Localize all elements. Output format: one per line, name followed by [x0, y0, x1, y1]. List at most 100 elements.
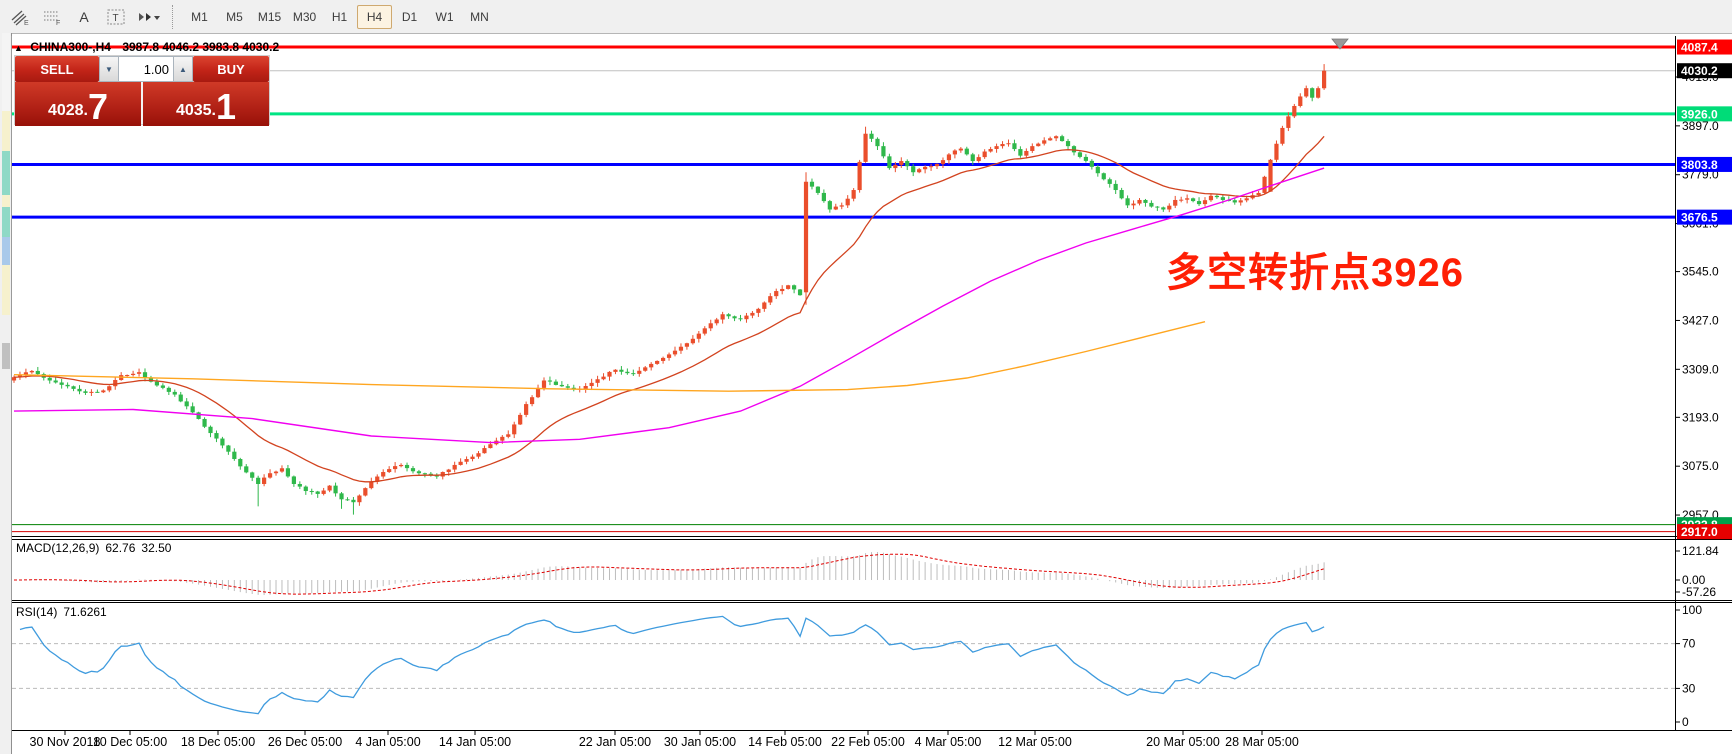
symbol-header: ▲ CHINA300-,H4 3987.8 4046.2 3983.8 4030… — [14, 40, 279, 54]
time-label[interactable]: 4 Mar 05:00 — [915, 735, 982, 749]
market-watch-row-edge — [2, 33, 10, 111]
svg-text:F: F — [56, 20, 60, 26]
sell-button[interactable]: SELL — [15, 56, 99, 82]
y-tick-label: 3075.0 — [1682, 459, 1719, 473]
time-label[interactable]: 14 Jan 05:00 — [439, 735, 511, 749]
ma-slow[interactable] — [13, 321, 1206, 392]
market-watch-row-edge — [2, 369, 10, 754]
buy-button[interactable]: BUY — [193, 56, 269, 82]
timeframe-button-h4[interactable]: H4 — [357, 4, 392, 29]
y-tick-label: 3309.0 — [1682, 362, 1719, 376]
rsi-tick-label: 70 — [1682, 637, 1696, 651]
toolbar-separator — [172, 4, 174, 29]
ma-fast[interactable] — [13, 135, 1325, 483]
macd-tick-label: 121.84 — [1682, 544, 1719, 558]
macd-histogram — [19, 552, 1325, 596]
hline-price-box-4030.2[interactable] — [1677, 63, 1732, 79]
macd-tick-label: 0.00 — [1682, 573, 1706, 587]
toolbar: E F A T M1 M5 M15 M30 H1 H4 D1 W1 MN — [0, 0, 1732, 34]
ohlc-values: 3987.8 4046.2 3983.8 4030.2 — [122, 40, 280, 54]
sell-price-display[interactable]: 4028. 7 — [15, 82, 141, 126]
one-click-trading-panel: SELL ▼ ▲ BUY 4028.7 4035.1 — [14, 55, 270, 126]
hline-price-label: 2917.0 — [1681, 525, 1718, 539]
time-label[interactable]: 10 Dec 05:00 — [93, 735, 167, 749]
y-tick-label: 3193.0 — [1682, 410, 1719, 424]
text-label-tool-icon[interactable]: T — [102, 4, 130, 30]
market-watch-row-edge — [2, 343, 10, 369]
volume-decrease-button[interactable]: ▼ — [99, 56, 119, 82]
rsi-indicator-label: RSI(14) 71.6261 — [16, 605, 113, 619]
market-watch-row-edge — [2, 111, 10, 151]
market-watch-row-edge — [2, 315, 10, 343]
time-label[interactable]: 18 Dec 05:00 — [181, 735, 255, 749]
macd-indicator-label: MACD(12,26,9) 62.76 32.50 — [16, 541, 177, 555]
timeframe-button-m30[interactable]: M30 — [292, 9, 317, 24]
timeframe-button-m5[interactable]: M5 — [226, 9, 243, 24]
time-label[interactable]: 22 Feb 05:00 — [831, 735, 905, 749]
time-label[interactable]: 30 Nov 2018 — [30, 735, 101, 749]
hline-price-box-3676.5[interactable] — [1677, 209, 1732, 225]
macd-value-main: 62.76 — [105, 541, 136, 555]
timeframe-button-m15[interactable]: M15 — [257, 9, 282, 24]
y-tick-label: 3427.0 — [1682, 313, 1719, 327]
hline-price-label: 3803.8 — [1681, 158, 1718, 172]
time-label[interactable]: 26 Dec 05:00 — [268, 735, 342, 749]
macd-name: MACD(12,26,9) — [16, 541, 100, 555]
volume-increase-button[interactable]: ▲ — [173, 56, 193, 82]
equidistant-channel-icon[interactable]: E — [6, 4, 34, 30]
chart-annotation-text[interactable]: 多空转折点3926 — [1166, 251, 1464, 295]
volume-input[interactable] — [119, 56, 173, 82]
time-label[interactable]: 14 Feb 05:00 — [748, 735, 822, 749]
hline-price-label: 3676.5 — [1681, 211, 1718, 225]
timeframe-buttons: M1 M5 M15 M30 H1 H4 D1 W1 MN — [182, 4, 497, 29]
buy-price-big-digit: 1 — [216, 86, 237, 127]
time-label[interactable]: 28 Mar 05:00 — [1225, 735, 1299, 749]
time-label[interactable]: 22 Jan 05:00 — [579, 735, 651, 749]
rsi-name: RSI(14) — [16, 605, 58, 619]
fibonacci-retracement-icon[interactable]: F — [38, 4, 66, 30]
chart-plot-background[interactable] — [12, 36, 1675, 730]
market-watch-row-edge — [2, 151, 10, 195]
rsi-tick-label: 30 — [1682, 681, 1696, 695]
macd-tick-label: -57.26 — [1682, 585, 1716, 599]
market-watch-strip[interactable] — [0, 33, 12, 754]
time-label[interactable]: 20 Mar 05:00 — [1146, 735, 1220, 749]
hline-price-box-3803.8[interactable] — [1677, 156, 1732, 172]
ma-medium[interactable] — [13, 167, 1325, 444]
buy-price-display[interactable]: 4035. 1 — [143, 82, 269, 126]
time-label[interactable]: 4 Jan 05:00 — [355, 735, 420, 749]
macd-value-signal: 32.50 — [141, 541, 172, 555]
rsi-tick-label: 0 — [1682, 715, 1689, 729]
down-arrow-marker[interactable] — [1331, 38, 1349, 50]
timeframe-button-w1[interactable]: W1 — [435, 9, 454, 24]
svg-text:T: T — [113, 13, 119, 24]
time-label[interactable]: 30 Jan 05:00 — [664, 735, 736, 749]
timeframe-button-m1[interactable]: M1 — [191, 9, 208, 24]
text-tool-icon[interactable]: A — [79, 8, 89, 25]
hline-price-box-4087.4[interactable] — [1677, 39, 1732, 55]
hline-price-label: 4030.2 — [1681, 64, 1718, 78]
timeframe-button-mn[interactable]: MN — [470, 9, 489, 24]
rsi-tick-label: 100 — [1682, 603, 1702, 617]
candles — [11, 64, 1327, 515]
market-watch-row-edge — [2, 237, 10, 265]
market-watch-row-edge — [2, 207, 10, 237]
hline-price-label: 4087.4 — [1681, 41, 1718, 55]
arrow-objects-icon[interactable] — [134, 4, 162, 30]
hline-price-box-2917.0[interactable] — [1677, 524, 1732, 540]
market-watch-row-edge — [2, 265, 10, 315]
timeframe-button-h1[interactable]: H1 — [331, 9, 348, 24]
hline-price-box-3926.0[interactable] — [1677, 106, 1732, 122]
symbol-name: CHINA300-,H4 — [30, 40, 111, 54]
y-tick-label: 3897.0 — [1682, 119, 1719, 133]
time-label[interactable]: 12 Mar 05:00 — [998, 735, 1072, 749]
market-watch-row-edge — [2, 195, 10, 207]
sell-price-main: 4028. — [47, 102, 88, 119]
timeframe-button-d1[interactable]: D1 — [401, 9, 418, 24]
collapse-triangle-icon[interactable]: ▲ — [14, 43, 23, 53]
rsi-line — [19, 615, 1325, 715]
macd-signal-line — [14, 553, 1325, 595]
hline-price-label: 3926.0 — [1681, 107, 1718, 121]
